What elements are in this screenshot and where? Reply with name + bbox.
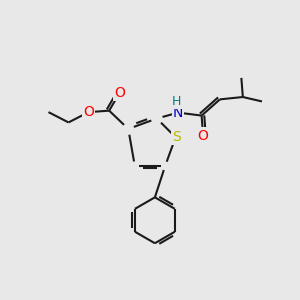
Text: O: O (83, 105, 94, 119)
Text: H: H (172, 95, 181, 108)
Text: O: O (198, 129, 208, 142)
Text: N: N (173, 106, 183, 120)
Text: O: O (114, 86, 125, 100)
Text: S: S (172, 130, 181, 144)
